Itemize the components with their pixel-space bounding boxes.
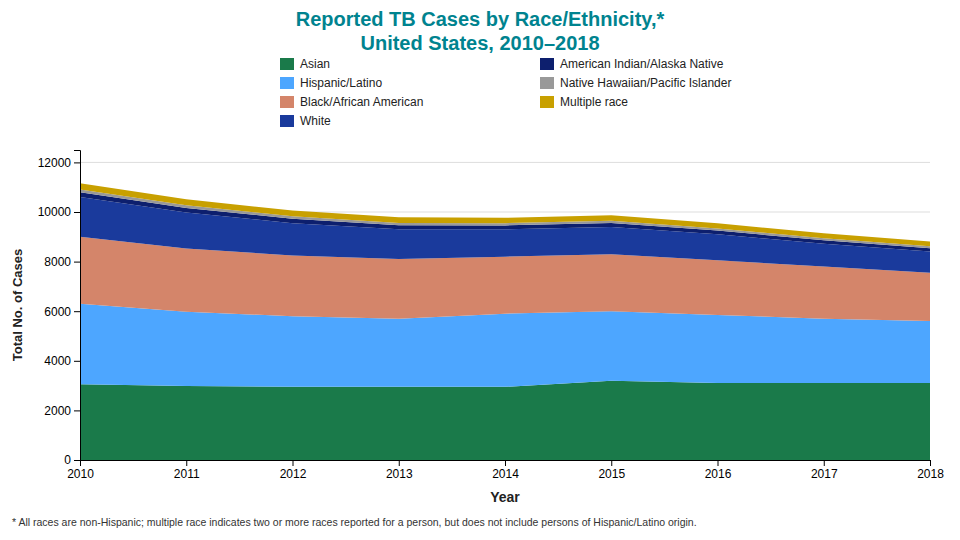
y-tick-mark: [74, 262, 80, 263]
y-tick: 2000: [44, 404, 80, 418]
x-tick: 2012: [280, 460, 307, 481]
legend-swatch: [540, 77, 554, 89]
title: Reported TB Cases by Race/Ethnicity,*: [296, 8, 665, 30]
legend-swatch: [280, 58, 294, 70]
legend-swatch: [280, 115, 294, 127]
y-tick-mark: [74, 410, 80, 411]
x-axis: 2010 2011 2012 2013 2014 2015 2016 2017 2018: [67, 460, 944, 481]
x-tick-mark: [186, 460, 187, 466]
y-tick-label: 4000: [44, 354, 71, 368]
y-tick-mark: [74, 212, 80, 213]
legend-item: Black/African American: [280, 95, 423, 109]
legend-item: White: [280, 114, 331, 128]
legend-item: Multiple race: [540, 95, 628, 109]
y-tick-label: 12000: [38, 156, 72, 170]
x-tick-mark: [718, 460, 719, 466]
x-tick-label: 2016: [705, 467, 732, 481]
x-tick-label: 2018: [917, 467, 944, 481]
y-tick-mark: [74, 361, 80, 362]
y-tick: 4000: [44, 354, 80, 368]
legend-item: Asian: [280, 57, 330, 71]
x-tick: 2016: [705, 460, 732, 481]
x-tick-label: 2017: [811, 467, 838, 481]
x-tick: 2017: [811, 460, 838, 481]
y-tick: 8000: [44, 255, 80, 269]
x-tick-label: 2012: [280, 467, 307, 481]
x-tick-mark: [824, 460, 825, 466]
legend-swatch: [280, 96, 294, 108]
plot: 2010 2011 2012 2013 2014 2015 2016 2017 2018 0 200…: [38, 151, 945, 481]
legend-item: Native Hawaiian/Pacific Islander: [540, 76, 731, 90]
area: [80, 381, 930, 460]
legend-swatch: [540, 96, 554, 108]
y-tick: 12000: [38, 156, 80, 170]
y-tick-label: 10000: [38, 205, 72, 219]
x-tick-mark: [399, 460, 400, 466]
legend-label: Hispanic/Latino: [300, 76, 382, 90]
legend-item: American Indian/Alaska Native: [540, 57, 724, 71]
footnote: * All races are non-Hispanic; multiple r…: [12, 516, 697, 528]
x-axis-line: [81, 461, 931, 467]
x-tick: 2015: [598, 460, 625, 481]
legend-swatch: [540, 58, 554, 70]
x-tick: 2014: [492, 460, 519, 481]
legend-label: Native Hawaiian/Pacific Islander: [560, 76, 731, 90]
legend-swatch: [280, 77, 294, 89]
subtitle: United States, 2010–2018: [360, 32, 599, 54]
x-tick-mark: [930, 460, 931, 466]
x-tick-mark: [505, 460, 506, 466]
y-tick-mark: [74, 311, 80, 312]
x-tick: 2013: [386, 460, 413, 481]
area: [80, 183, 930, 246]
x-tick-label: 2011: [174, 467, 200, 481]
legend-label: American Indian/Alaska Native: [560, 57, 724, 71]
grid: [80, 162, 930, 460]
y-tick-label: 6000: [44, 305, 71, 319]
x-tick-label: 2015: [598, 467, 625, 481]
legend-item: Hispanic/Latino: [280, 76, 382, 90]
legend-label: White: [300, 114, 331, 128]
y-axis-line: [74, 151, 81, 461]
areas: [80, 183, 930, 460]
y-axis-title: Total No. of Cases: [10, 249, 25, 361]
y-tick: 10000: [38, 205, 80, 219]
y-tick: 6000: [44, 305, 80, 319]
y-tick-label: 0: [64, 453, 71, 467]
x-tick-mark: [293, 460, 294, 466]
legend-label: Black/African American: [300, 95, 423, 109]
x-tick-mark: [611, 460, 612, 466]
x-tick: 2010: [67, 460, 94, 481]
legend-label: Asian: [300, 57, 330, 71]
x-tick: 2011: [174, 460, 200, 481]
y-tick-mark: [74, 162, 80, 163]
y-tick-mark: [74, 460, 80, 461]
x-tick-label: 2013: [386, 467, 413, 481]
x-axis-title: Year: [490, 489, 520, 505]
x-tick: 2018: [917, 460, 944, 481]
grid-line: [80, 162, 930, 163]
y-tick-label: 8000: [44, 255, 71, 269]
x-tick-label: 2014: [492, 467, 519, 481]
x-tick-label: 2010: [67, 467, 94, 481]
y-tick: 0: [64, 453, 80, 467]
legend: Asian Hispanic/Latino Black/African Americ…: [280, 57, 731, 128]
chart: Reported TB Cases by Race/Ethnicity,*Uni…: [0, 0, 960, 540]
y-axis: 0 2000 4000 6000 8000 10000 12000: [38, 151, 81, 468]
legend-label: Multiple race: [560, 95, 628, 109]
y-tick-label: 2000: [44, 404, 71, 418]
